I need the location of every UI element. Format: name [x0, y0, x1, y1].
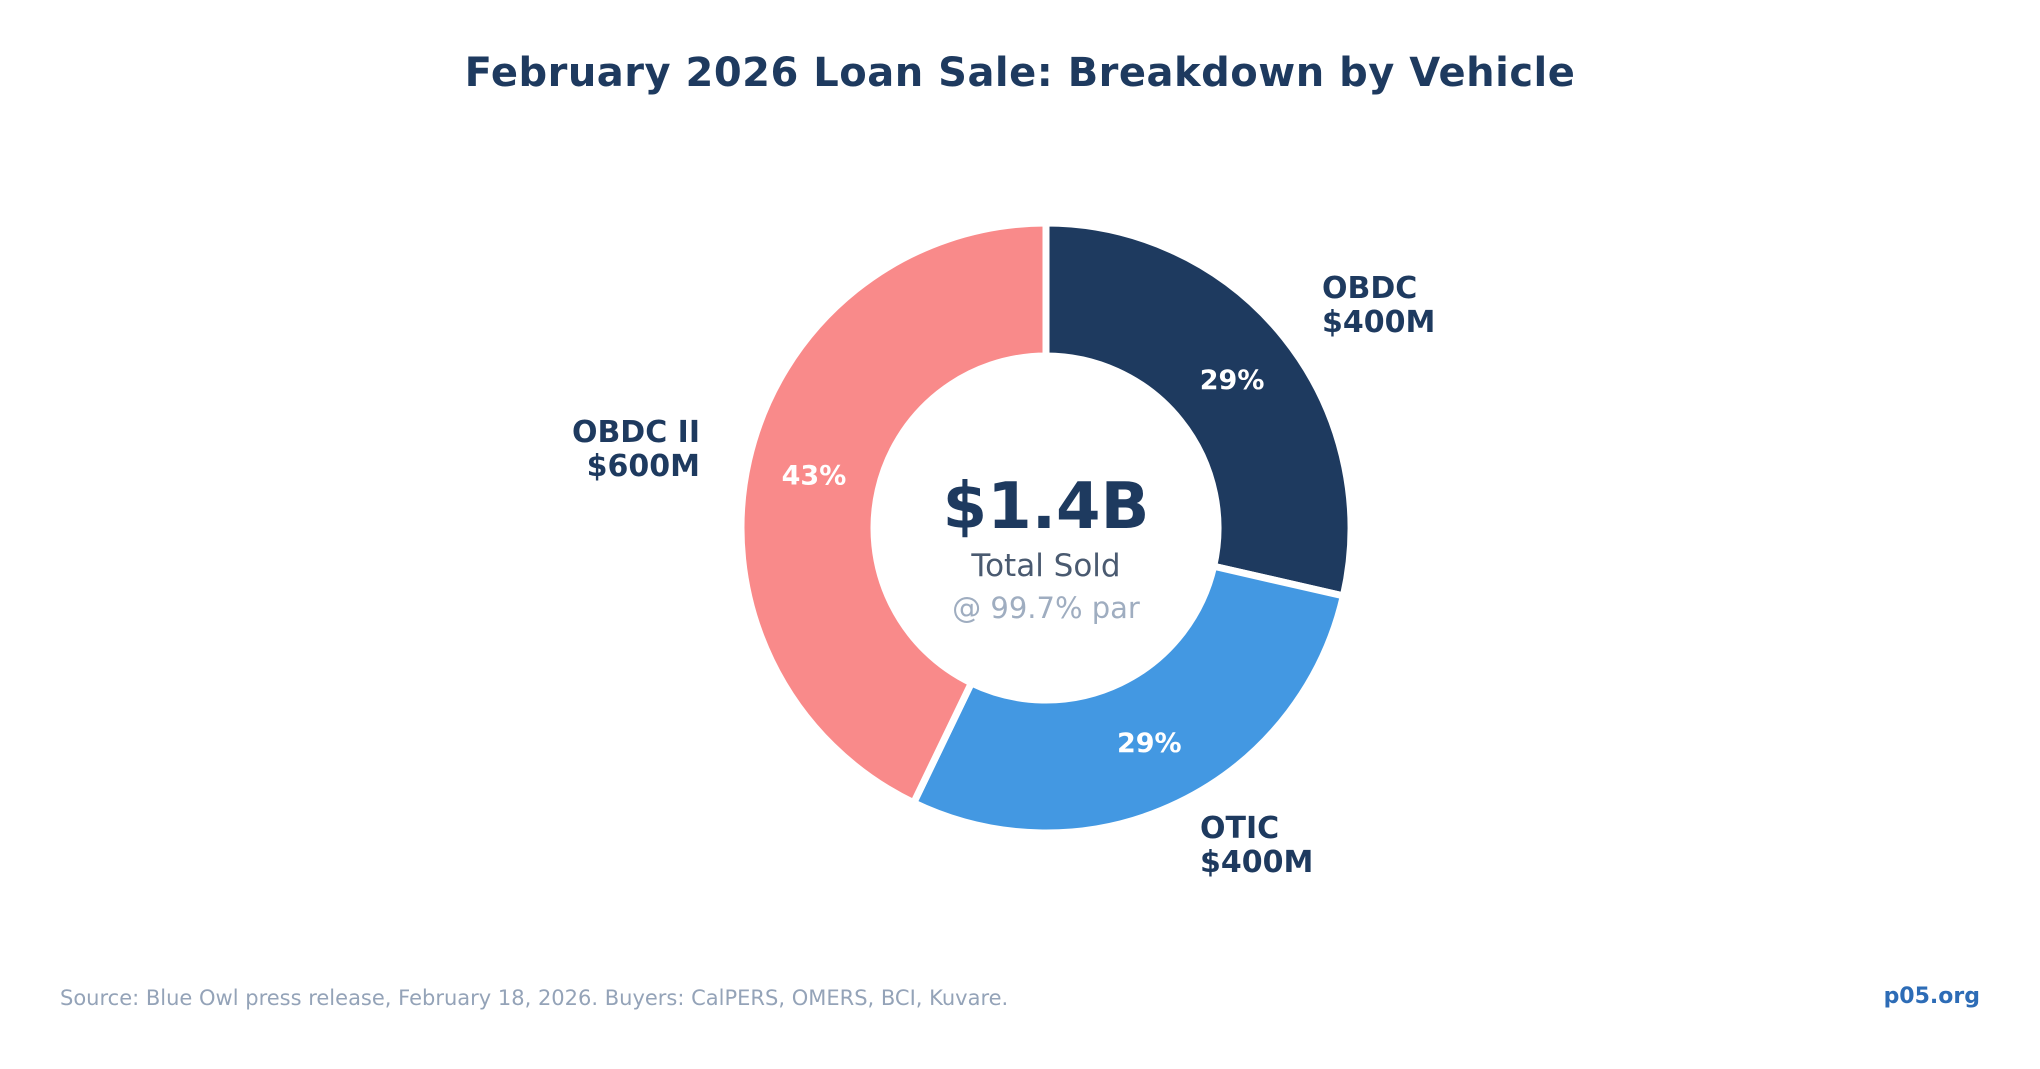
segment-label-obdc-amount: $400M [1322, 304, 1436, 340]
brand-mark: p05.org [1883, 984, 1980, 1009]
segment-label-otic-amount: $400M [1200, 844, 1314, 880]
donut-center-block: $1.4B Total Sold @ 99.7% par [796, 470, 1296, 626]
segment-label-obdc-name: OBDC [1322, 271, 1418, 306]
par-sublabel: @ 99.7% par [952, 591, 1140, 626]
percent-label-obdc: 29% [1200, 365, 1265, 396]
segment-label-otic-name: OTIC [1200, 811, 1280, 846]
percent-label-obdc-ii: 43% [782, 460, 847, 491]
percent-label-otic: 29% [1117, 728, 1182, 759]
total-value: $1.4B [942, 470, 1150, 544]
chart-title: February 2026 Loan Sale: Breakdown by Ve… [464, 50, 1576, 96]
total-label: Total Sold [971, 548, 1121, 585]
source-note: Source: Blue Owl press release, February… [60, 986, 1009, 1010]
segment-label-obdc: OBDC $400M [1322, 272, 1435, 340]
donut-segment-otic [910, 562, 1347, 837]
segment-label-obdc-ii-amount: $600M [586, 448, 700, 484]
segment-label-obdc-ii: OBDC II $600M [400, 416, 700, 484]
donut-chart: 29% 29% 43% [737, 219, 1355, 837]
donut-segment-obdc-ii [737, 219, 1050, 807]
segment-label-otic: OTIC $400M [1200, 812, 1313, 880]
donut-segment-obdc [1042, 219, 1355, 600]
segment-label-obdc-ii-name: OBDC II [571, 415, 700, 450]
